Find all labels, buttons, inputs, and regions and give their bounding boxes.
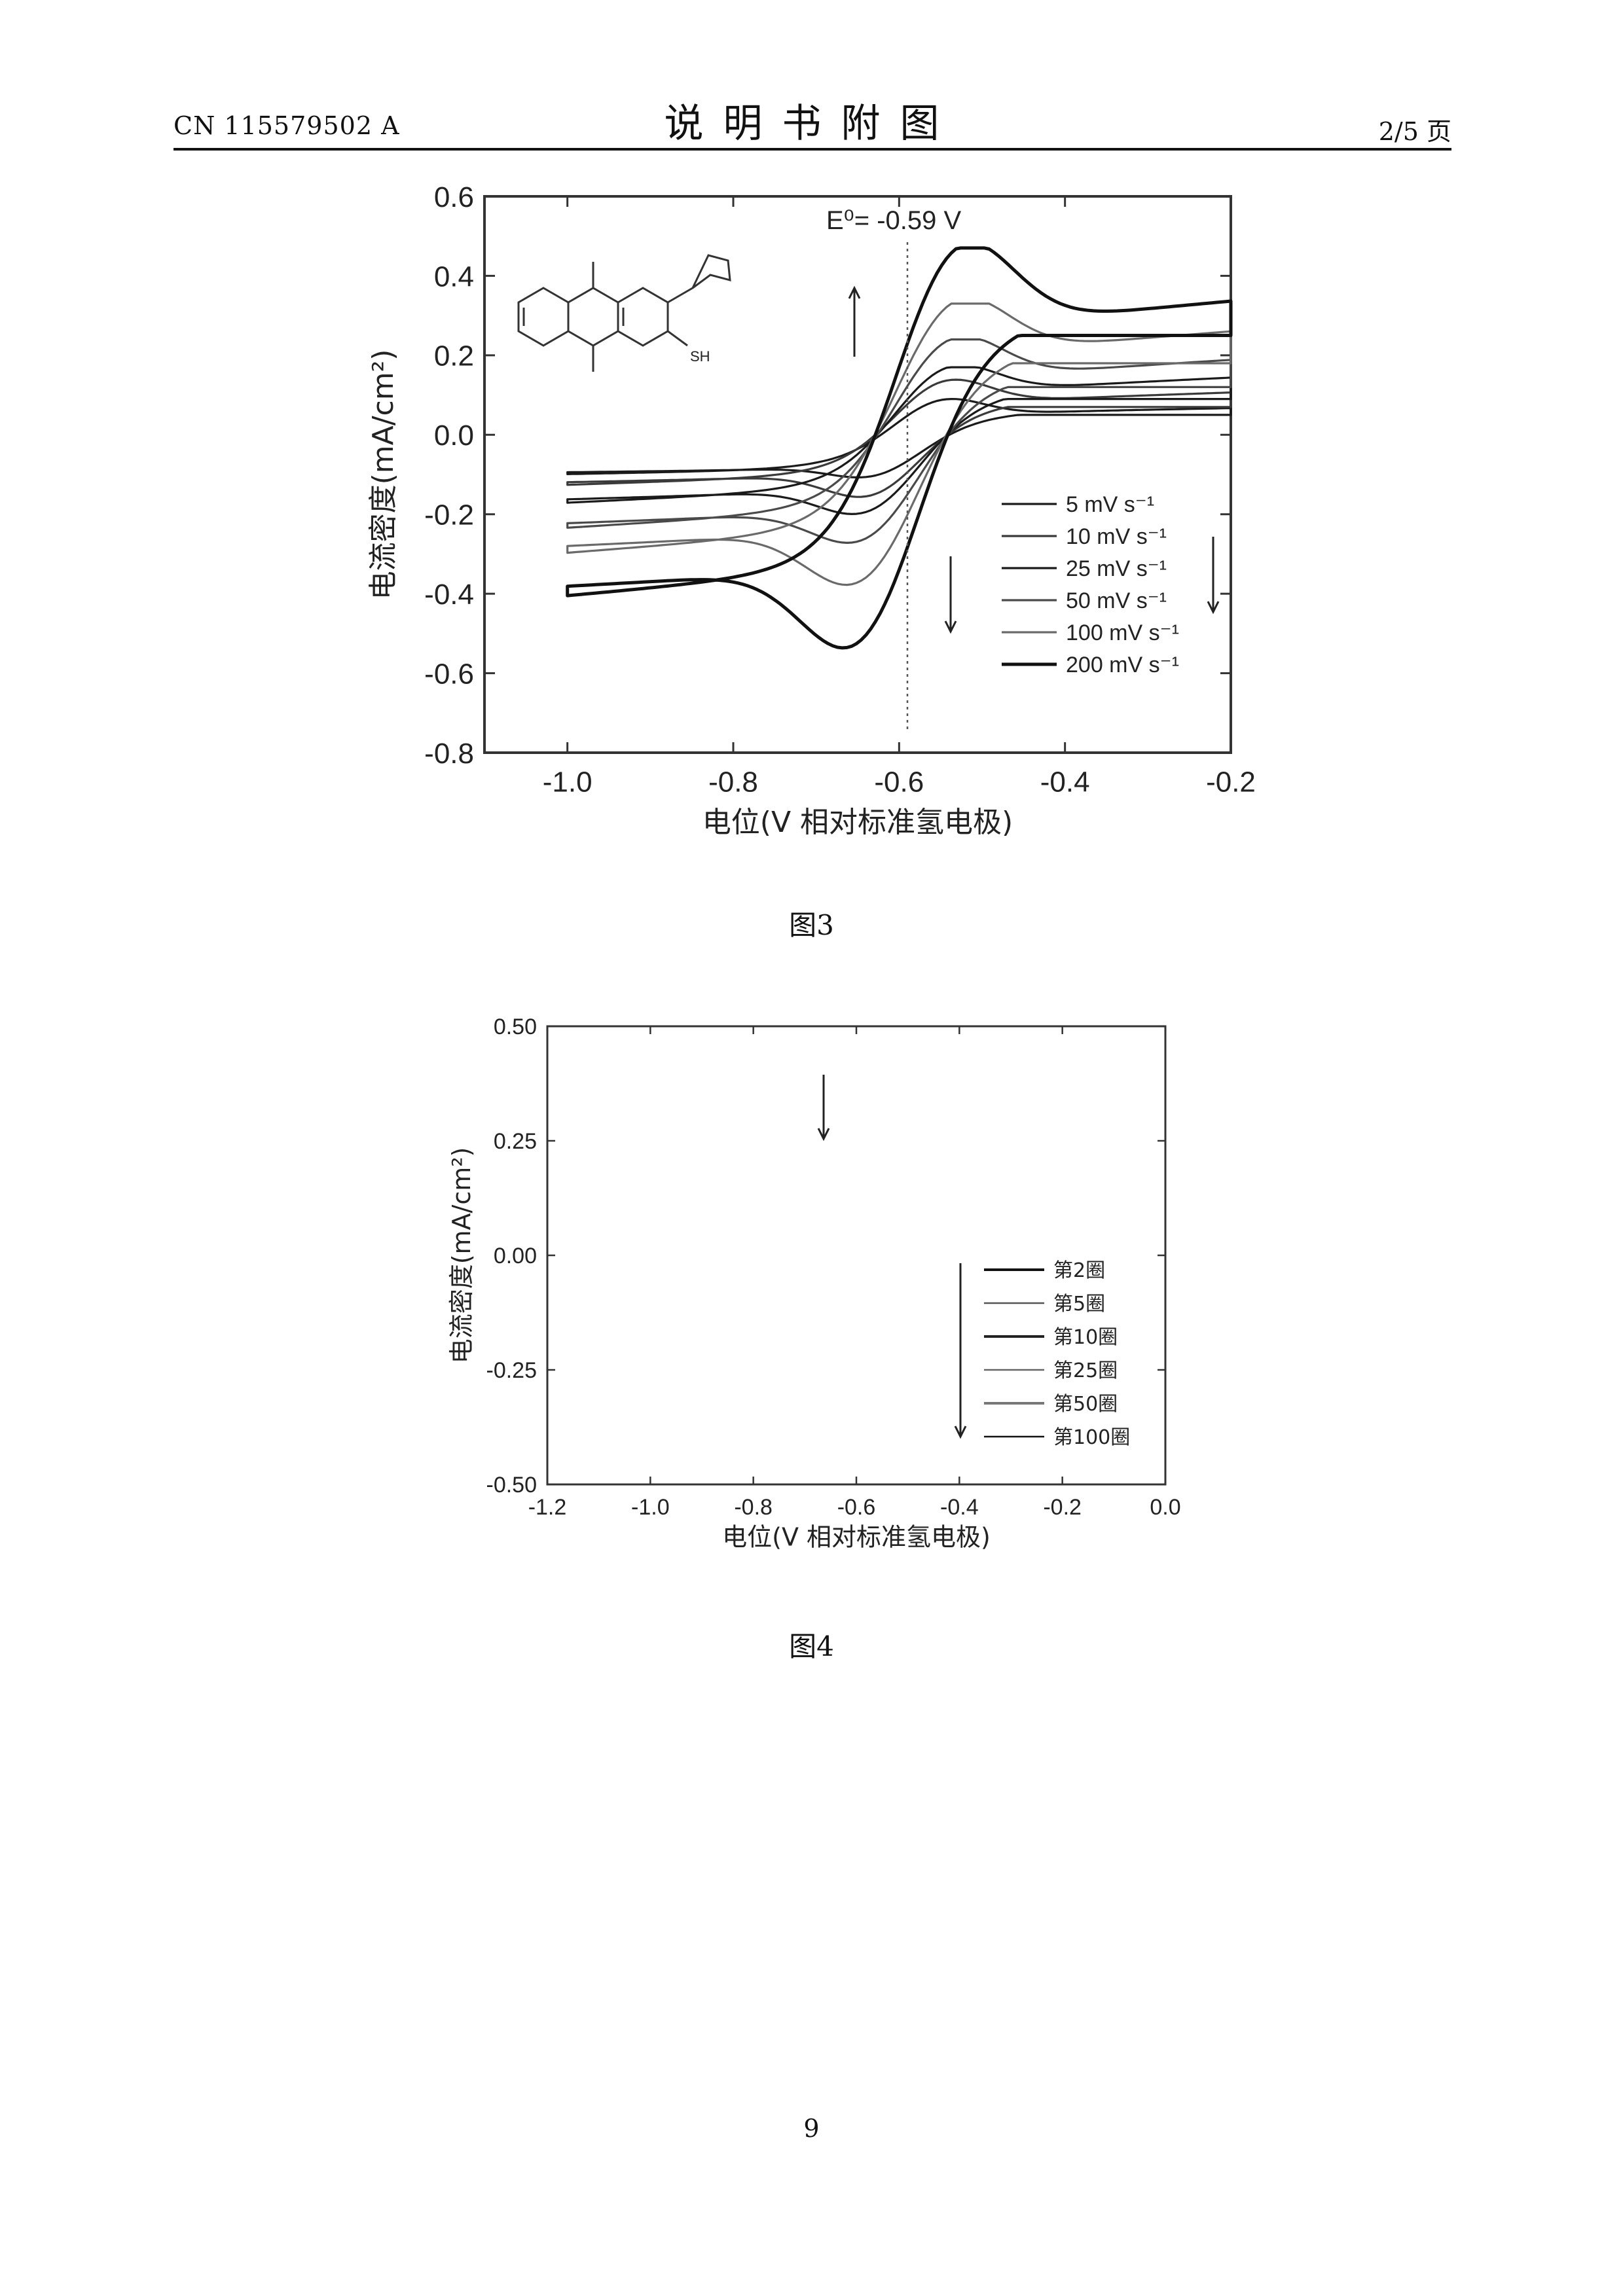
cycle-order-arrow-top-head (817, 1128, 830, 1141)
y-tick-label: -0.25 (486, 1358, 538, 1383)
x-tick-label: -0.8 (708, 766, 758, 798)
series-line (566, 302, 1232, 586)
y-axis-label: 电流密度(mA/cm²) (367, 350, 400, 600)
patent-number: CN 115579502 A (173, 111, 400, 140)
molecule-sh-label: SH (690, 348, 710, 365)
legend-label: 25 mV s⁻¹ (1066, 556, 1167, 581)
x-tick-label: -1.0 (631, 1495, 670, 1520)
figure-3-cyclic-voltammogram: -1.0 -0.8 -0.6 -0.4 -0.2 0.6 0.4 0.2 0.0 -0.2 -0.4… (367, 181, 1256, 839)
legend-label: 第25圈 (1053, 1359, 1118, 1382)
legend-order-arrow-head (1207, 601, 1220, 615)
y-tick-label: 0.6 (434, 181, 474, 213)
y-tick-label: 0.00 (494, 1244, 537, 1268)
legend-label: 10 mV s⁻¹ (1066, 524, 1167, 549)
document-section-title: 说明书附图 (664, 101, 959, 147)
molecule-structure (667, 330, 688, 347)
figure-3-caption: 图3 (789, 909, 834, 941)
x-tick-label: -0.6 (837, 1495, 876, 1520)
y-tick-label: 0.0 (434, 420, 474, 452)
x-tick-label: -0.4 (940, 1495, 979, 1520)
y-tick-label: 0.50 (494, 1014, 537, 1039)
x-axis-label: 电位(V 相对标准氢电极) (722, 1523, 991, 1552)
figure-4-cycling-voltammogram: -1.2 -1.0 -0.8 -0.6 -0.4 -0.2 0.0 0.50 0.25 0.00 -… (0, 0, 1181, 1552)
y-tick-label: -0.2 (424, 499, 474, 531)
x-axis-label: 电位(V 相对标准氢电极) (702, 806, 1013, 839)
x-tick-label: -0.8 (734, 1495, 773, 1520)
series-line (566, 366, 1232, 515)
molecule-structure (568, 287, 619, 347)
y-tick-label: -0.50 (486, 1473, 538, 1498)
page-number: 9 (803, 2114, 820, 2143)
legend-label: 第5圈 (1053, 1293, 1105, 1316)
x-tick-label: -0.2 (1206, 766, 1256, 798)
legend-label: 第100圈 (1053, 1426, 1130, 1449)
y-tick-label: -0.6 (424, 658, 474, 690)
y-axis-label: 电流密度(mA/cm²) (447, 1147, 476, 1364)
y-tick-label: 0.25 (494, 1129, 537, 1154)
x-tick-label: -1.2 (528, 1495, 567, 1520)
y-tick-label: 0.4 (434, 260, 474, 293)
e0-annotation: E⁰= -0.59 V (826, 206, 961, 235)
legend-label: 第2圈 (1053, 1259, 1105, 1282)
molecule-structure (667, 287, 693, 304)
x-tick-label: -0.6 (874, 766, 924, 798)
anodic-increase-arrow-head (848, 285, 861, 299)
series-line (566, 398, 1232, 478)
series-line (566, 246, 1233, 650)
series-line (566, 338, 1232, 544)
series-line (566, 378, 1232, 498)
legend-label: 第10圈 (1053, 1326, 1118, 1349)
legend-label: 50 mV s⁻¹ (1066, 588, 1167, 613)
x-tick-label: -0.2 (1043, 1495, 1082, 1520)
figure-4-caption: 图4 (789, 1630, 834, 1662)
y-tick-label: 0.2 (434, 340, 474, 372)
page-indicator: 2/5 页 (1378, 117, 1451, 146)
cathodic-increase-arrow-head (944, 620, 957, 634)
y-tick-label: -0.4 (424, 579, 474, 611)
plot-frame (483, 195, 1232, 754)
cycle-order-arrow-legend-head (954, 1426, 967, 1439)
x-tick-label: -1.0 (543, 766, 593, 798)
legend-label: 5 mV s⁻¹ (1066, 492, 1154, 517)
x-tick-label: 0.0 (1150, 1495, 1180, 1520)
legend-label: 200 mV s⁻¹ (1066, 653, 1179, 677)
y-tick-label: -0.8 (424, 738, 474, 770)
molecule-structure (617, 287, 669, 347)
legend-label: 100 mV s⁻¹ (1066, 620, 1179, 645)
molecule-structure (691, 254, 731, 289)
x-tick-label: -0.4 (1040, 766, 1090, 798)
plot-frame (546, 1025, 1167, 1486)
header-rule (173, 148, 1451, 151)
legend-label: 第50圈 (1053, 1393, 1118, 1416)
